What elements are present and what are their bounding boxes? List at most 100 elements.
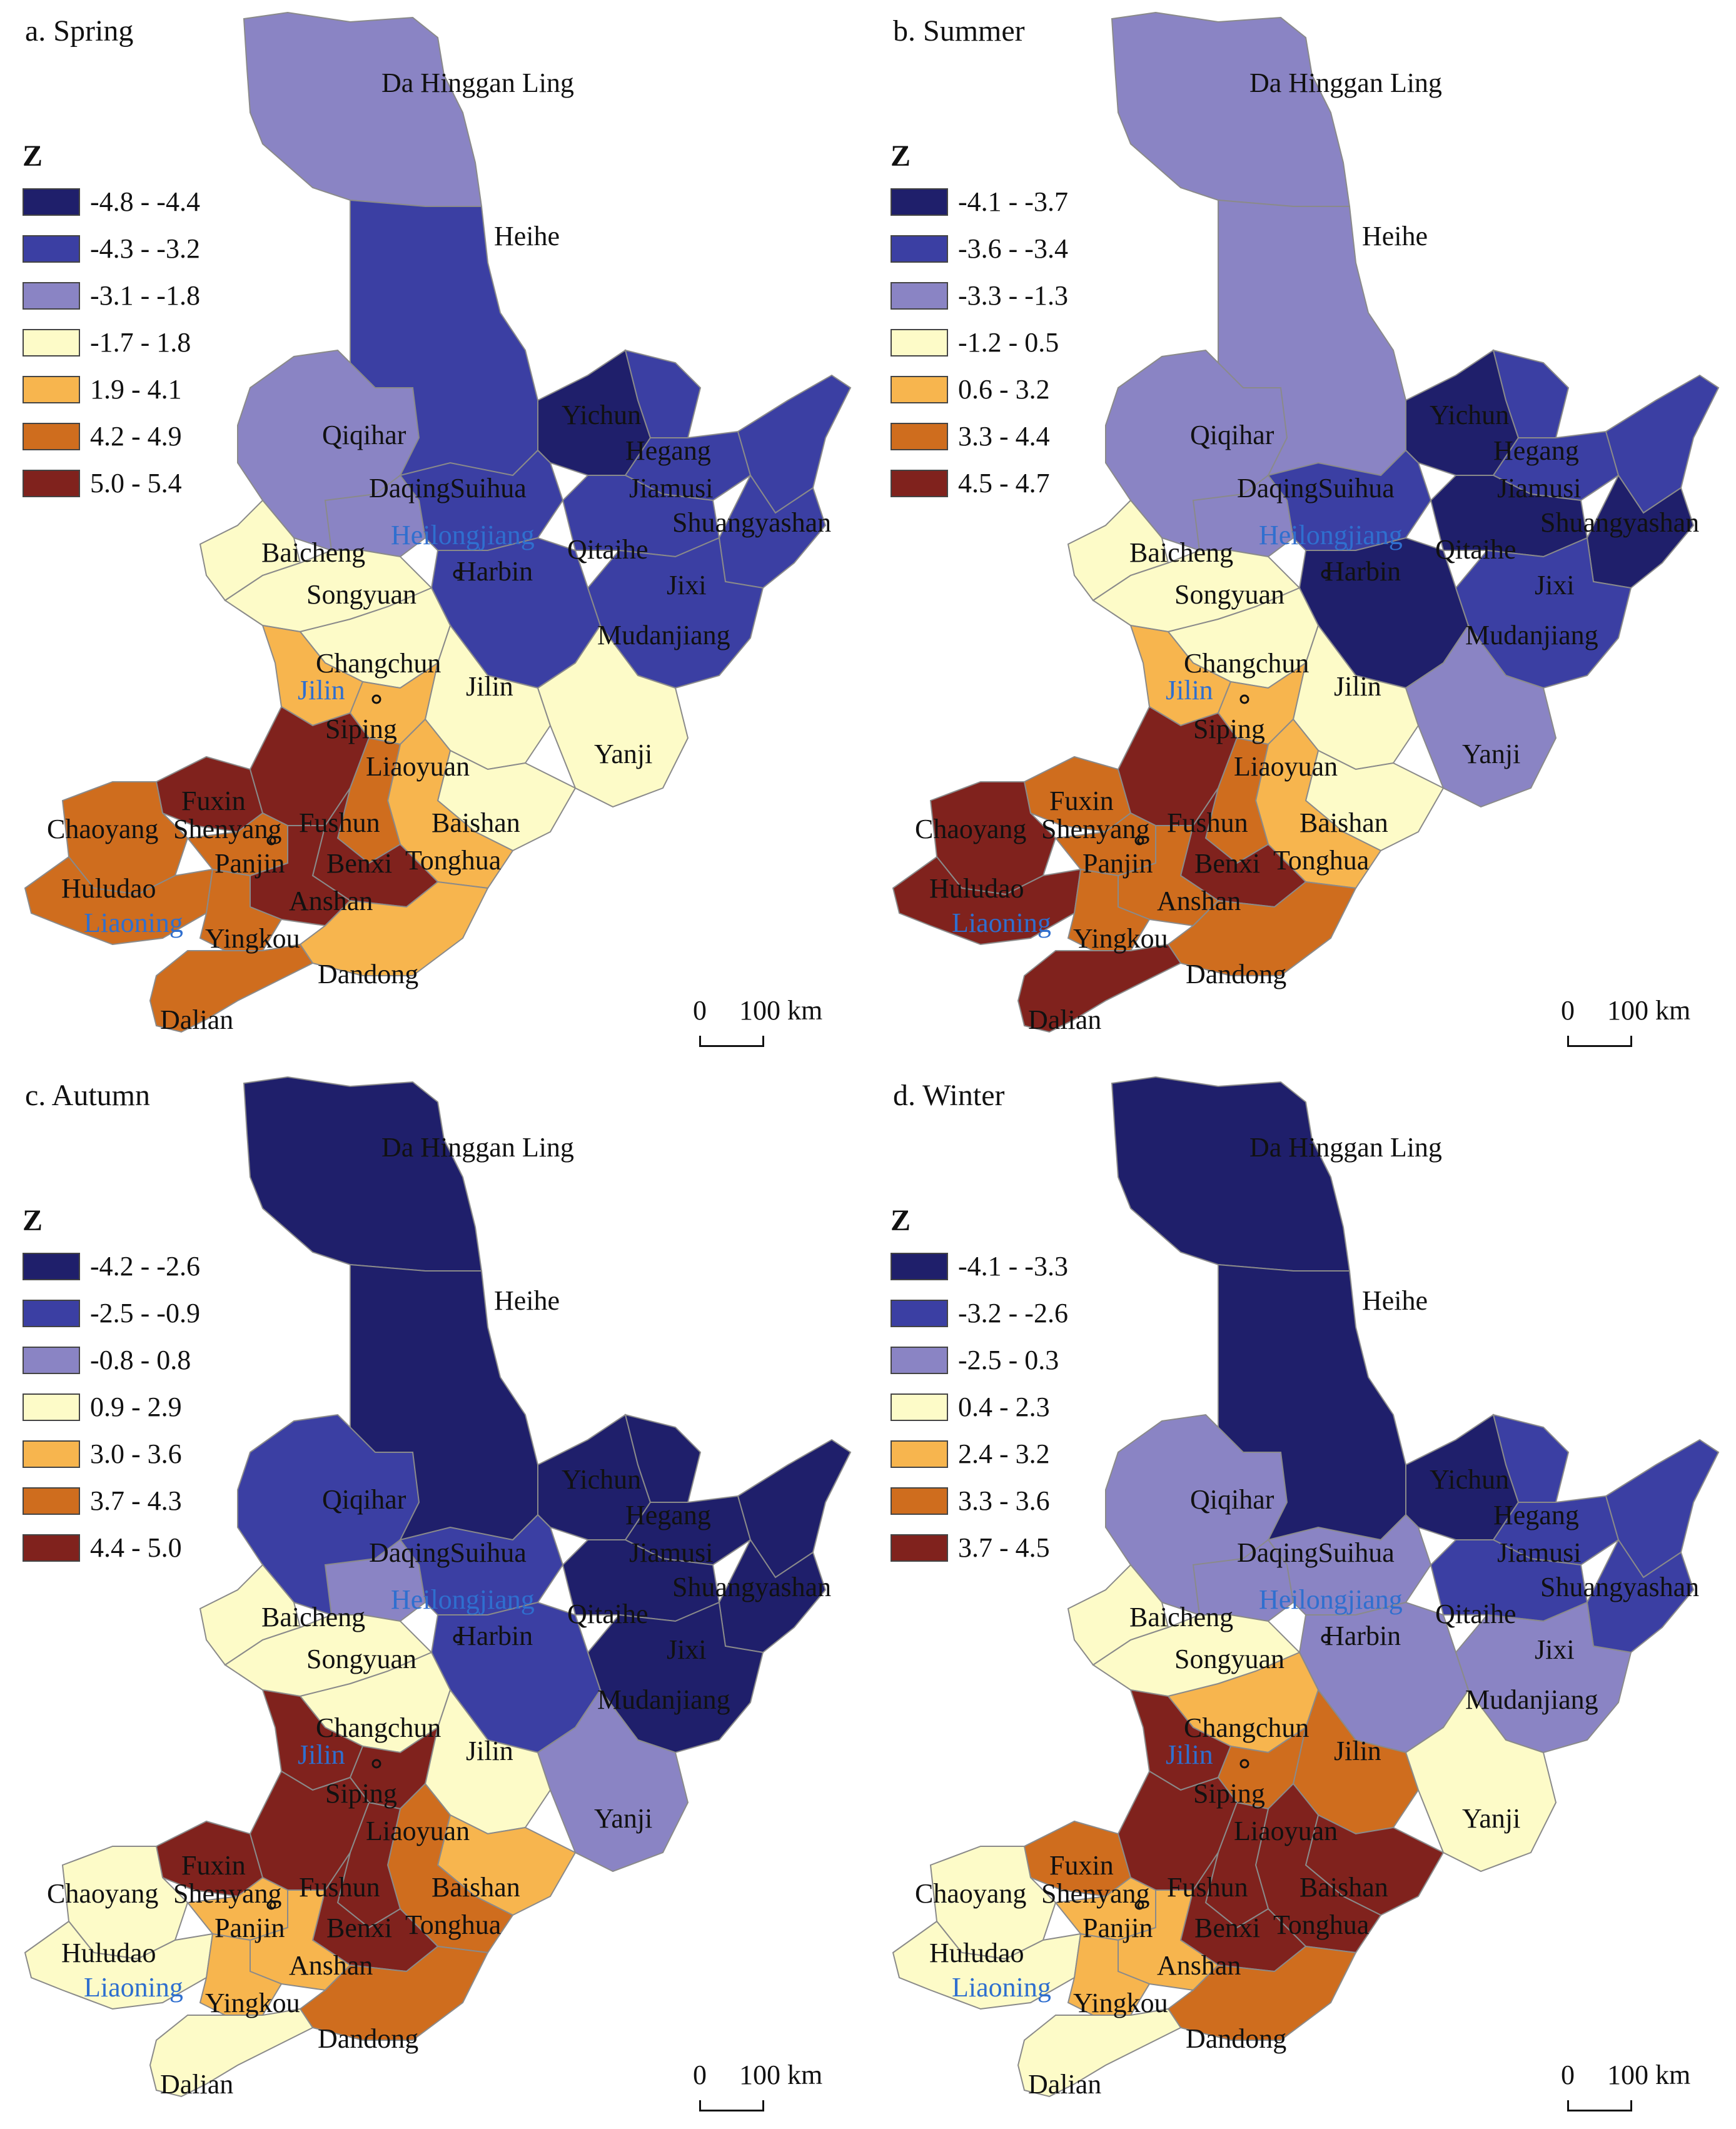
legend-row: 5.0 - 5.4 bbox=[23, 460, 200, 507]
place-label: Qiqihar bbox=[322, 1484, 406, 1515]
place-label: Yingkou bbox=[205, 1988, 300, 2018]
choropleth-map: Da Hinggan Ling Heihe Qiqihar Yichun Hegang J… bbox=[892, 11, 1720, 1035]
legend-label: 1.9 - 4.1 bbox=[90, 374, 182, 405]
place-label: Qiqihar bbox=[322, 420, 406, 450]
region-dalian bbox=[149, 943, 314, 1033]
scale-distance-label: 100 km bbox=[739, 995, 823, 1026]
legend-label: -1.7 - 1.8 bbox=[90, 327, 191, 358]
scale-distance-label: 100 km bbox=[739, 2060, 823, 2090]
place-label: Hegang bbox=[625, 1500, 711, 1530]
legend-label: 2.4 - 3.2 bbox=[958, 1439, 1050, 1469]
legend-swatch bbox=[23, 1534, 80, 1562]
place-label: Chaoyang bbox=[47, 814, 158, 844]
province-label: Liaoning bbox=[952, 1972, 1051, 2003]
place-label: Fushun bbox=[299, 807, 380, 838]
legend-row: 1.9 - 4.1 bbox=[23, 366, 200, 413]
region-mudanjiang bbox=[587, 537, 764, 689]
scale-zero-label: 0 bbox=[1561, 995, 1575, 1026]
place-label: Shuangyashan bbox=[672, 507, 831, 538]
legend-row: 0.6 - 3.2 bbox=[891, 366, 1068, 413]
legend-row: 0.9 - 2.9 bbox=[23, 1383, 200, 1430]
legend-swatch bbox=[891, 1299, 948, 1327]
scale-bar: 0 100 km bbox=[689, 2059, 852, 2121]
place-label: Qitaihe bbox=[1435, 1599, 1516, 1629]
legend-swatch bbox=[23, 1252, 80, 1280]
province-label: Jilin bbox=[1166, 1739, 1213, 1770]
place-label: Benxi bbox=[326, 848, 392, 879]
capital-marker bbox=[266, 836, 276, 846]
legend-label: -4.2 - -2.6 bbox=[90, 1251, 200, 1282]
place-label: Baicheng bbox=[261, 1602, 365, 1632]
legend-label: 3.7 - 4.3 bbox=[90, 1485, 182, 1516]
place-label: Songyuan bbox=[1174, 579, 1284, 610]
place-label: Yichun bbox=[562, 400, 641, 430]
legend-label: 3.3 - 4.4 bbox=[958, 421, 1050, 452]
map-panel: Da Hinggan Ling Heihe Qiqihar Yichun Hegang J… bbox=[0, 1064, 868, 2129]
place-label: Hegang bbox=[1493, 1500, 1579, 1530]
place-label: Da Hinggan Ling bbox=[1249, 68, 1442, 98]
legend-label: 0.4 - 2.3 bbox=[958, 1392, 1050, 1422]
legend-row: -2.5 - -0.9 bbox=[23, 1290, 200, 1337]
capital-marker bbox=[371, 1759, 381, 1769]
place-label: Songyuan bbox=[1174, 1644, 1284, 1674]
place-label: Changchun bbox=[1184, 1712, 1309, 1743]
region-mudanjiang bbox=[587, 1601, 764, 1754]
scale-zero-label: 0 bbox=[1561, 2060, 1575, 2090]
place-label: Yingkou bbox=[1073, 923, 1168, 954]
legend-row: -1.2 - 0.5 bbox=[891, 319, 1068, 366]
place-label: Siping bbox=[1193, 714, 1265, 744]
place-label: Dalian bbox=[1028, 2069, 1101, 2100]
legend-swatch bbox=[891, 281, 948, 310]
place-label: Da Hinggan Ling bbox=[381, 1132, 574, 1163]
legend-title: Z bbox=[891, 1204, 911, 1237]
place-label: Yichun bbox=[1430, 400, 1509, 430]
province-label: Heilongjiang bbox=[391, 520, 535, 550]
scale-line bbox=[699, 1036, 764, 1047]
place-label: Siping bbox=[1193, 1778, 1265, 1809]
region-yingkou bbox=[199, 1933, 283, 2016]
legend-swatch bbox=[891, 1346, 948, 1374]
panel-title: d. Winter bbox=[893, 1079, 1005, 1112]
place-label: Harbin bbox=[1325, 556, 1401, 587]
place-label: Benxi bbox=[1194, 1913, 1260, 1943]
place-label: Panjin bbox=[1082, 848, 1153, 879]
legend-label: -2.5 - -0.9 bbox=[90, 1298, 200, 1328]
place-label: Panjin bbox=[1082, 1913, 1153, 1943]
place-label: Tonghua bbox=[1273, 1909, 1369, 1940]
legend-label: 3.0 - 3.6 bbox=[90, 1439, 182, 1469]
legend-swatch bbox=[23, 281, 80, 310]
place-label: Anshan bbox=[289, 1950, 373, 1981]
region-dxal bbox=[1111, 1076, 1351, 1272]
place-label: Shuangyashan bbox=[672, 1572, 831, 1602]
capital-marker bbox=[1239, 1759, 1249, 1769]
place-label: Jiamusi bbox=[629, 1537, 713, 1568]
legend-row: -4.3 - -3.2 bbox=[23, 225, 200, 272]
place-label: Baicheng bbox=[261, 537, 365, 568]
place-label: Dandong bbox=[318, 2023, 418, 2054]
province-label: Liaoning bbox=[952, 908, 1051, 938]
capital-marker bbox=[1321, 1634, 1331, 1644]
place-label: Fuxin bbox=[1049, 786, 1114, 816]
scale-zero-label: 0 bbox=[693, 2060, 707, 2090]
legend-row: 3.7 - 4.5 bbox=[891, 1524, 1068, 1571]
legend-label: -4.8 - -4.4 bbox=[90, 186, 200, 217]
place-label: Mudanjiang bbox=[1465, 620, 1598, 650]
region-yingkou bbox=[1067, 1933, 1151, 2016]
place-label: Jixi bbox=[1535, 570, 1575, 600]
place-label: Dandong bbox=[1186, 959, 1286, 989]
legend-label: 4.5 - 4.7 bbox=[958, 468, 1050, 498]
place-label: Baishan bbox=[1299, 807, 1388, 838]
place-label: Liaoyuan bbox=[366, 751, 470, 782]
place-label: Fushun bbox=[1167, 1872, 1248, 1903]
map-panel: Da Hinggan Ling Heihe Qiqihar Yichun Hegang J… bbox=[0, 0, 868, 1064]
region-yingkou bbox=[199, 868, 283, 951]
place-label: Baicheng bbox=[1129, 1602, 1233, 1632]
place-label: Yingkou bbox=[1073, 1988, 1168, 2018]
legend-swatch bbox=[891, 328, 948, 357]
legend-label: -3.2 - -2.6 bbox=[958, 1298, 1068, 1328]
place-label: Jiamusi bbox=[629, 473, 713, 503]
legend-row: 3.3 - 4.4 bbox=[891, 413, 1068, 460]
place-label: Dalian bbox=[160, 1004, 233, 1035]
place-label: Changchun bbox=[316, 1712, 441, 1743]
place-label: Huludao bbox=[929, 873, 1024, 904]
